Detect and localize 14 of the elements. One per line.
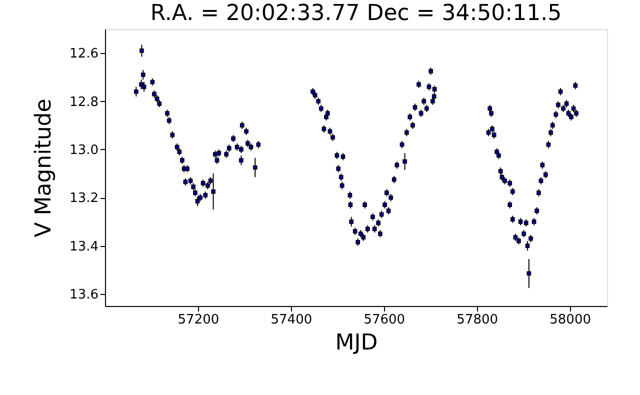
y-tick-label: 13.2 <box>70 191 98 206</box>
chart-title: R.A. = 20:02:33.77 Dec = 34:50:11.5 <box>150 1 562 26</box>
x-tick-label: 58000 <box>550 312 591 328</box>
x-axis-title: MJD <box>335 330 378 356</box>
y-tick-label: 13.4 <box>70 239 98 254</box>
x-tick-label: 57600 <box>364 312 406 328</box>
x-tick-label: 57400 <box>270 312 312 328</box>
y-tick-label: 13.0 <box>70 142 98 158</box>
y-tick-label: 12.8 <box>70 94 98 110</box>
x-tick-label: 57800 <box>456 312 498 328</box>
y-tick-label: 12.6 <box>70 46 98 62</box>
x-tick-label: 57200 <box>178 312 220 328</box>
y-tick-label: 13.6 <box>70 287 98 302</box>
y-axis-title: V Magnitude <box>32 98 57 238</box>
